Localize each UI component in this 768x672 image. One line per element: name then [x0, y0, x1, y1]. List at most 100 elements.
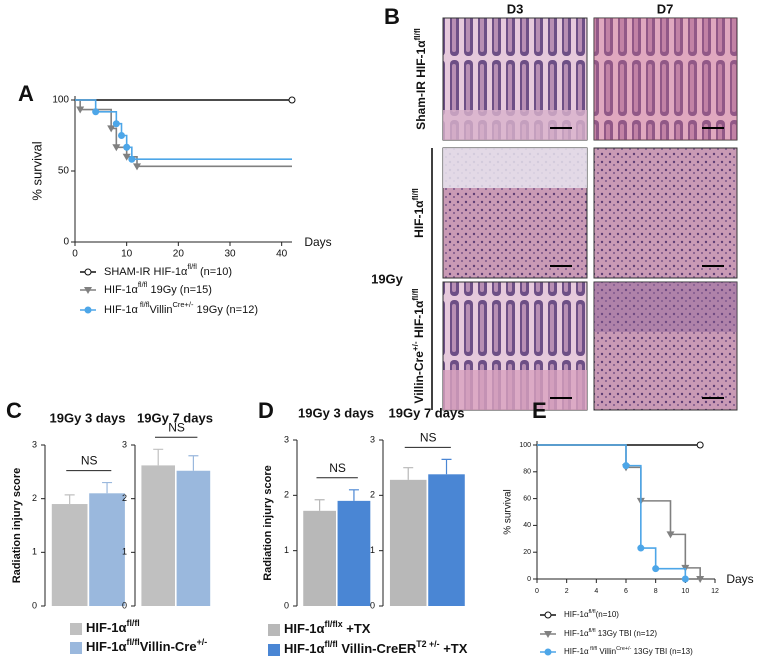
- legend-marker: [84, 287, 92, 294]
- row-label: Sham-IR HIF-1αfl/fl: [413, 28, 429, 130]
- error-bar: [188, 455, 199, 471]
- marker: [107, 125, 116, 133]
- histology-image: [594, 282, 737, 332]
- x-tick-label: 10: [681, 588, 689, 595]
- legend-marker: [544, 611, 552, 619]
- x-tick-label: 20: [173, 249, 185, 260]
- marker: [637, 544, 645, 552]
- legend-swatch: [268, 644, 280, 656]
- y-tick-label: 20: [523, 549, 531, 556]
- bar: [51, 504, 88, 606]
- x-tick-label: 10: [121, 249, 133, 260]
- subplot-title: 19Gy 3 days: [298, 405, 374, 420]
- y-tick-label: 0: [284, 600, 289, 610]
- bar: [303, 510, 336, 606]
- panel-label: B: [384, 4, 400, 29]
- y-tick-label: 1: [370, 545, 375, 555]
- legend-label: SHAM-IR HIF-1αfl/fl (n=10): [104, 262, 232, 277]
- survival-curve: [537, 444, 687, 579]
- x-tick-label: 6: [624, 588, 628, 595]
- bar: [428, 474, 465, 606]
- bar: [389, 479, 427, 606]
- legend-label: HIF-1αfl/fl 19Gy (n=15): [104, 280, 212, 295]
- marker: [652, 565, 660, 573]
- y-tick-label: 2: [370, 490, 375, 500]
- subplot-title: 19Gy 7 days: [389, 405, 465, 420]
- y-tick-label: 0: [63, 237, 69, 248]
- y-tick-label: 100: [519, 442, 531, 449]
- histology-images: [431, 17, 738, 411]
- error-bar: [348, 489, 359, 501]
- legend-label: HIF-1αfl/fl: [86, 618, 140, 635]
- panel-label: A: [18, 81, 34, 106]
- group-label: 19Gy: [371, 271, 404, 286]
- y-axis-label: Radiation injury score: [262, 465, 274, 581]
- legend-swatch: [268, 624, 280, 636]
- annotation: NS: [81, 454, 98, 468]
- y-axis-label: % survival: [503, 489, 514, 535]
- column-label: D7: [657, 1, 674, 16]
- annotation: NS: [329, 461, 346, 475]
- marker: [112, 144, 121, 152]
- survival-curve: [75, 99, 292, 168]
- y-tick-label: 2: [122, 493, 127, 503]
- panel-label: C: [6, 398, 22, 423]
- column-label: D3: [507, 1, 524, 16]
- marker: [696, 441, 704, 449]
- histology-image: [443, 370, 587, 410]
- marker: [128, 155, 136, 163]
- x-tick-label: 4: [594, 588, 598, 595]
- marker: [696, 576, 705, 583]
- legend-marker: [84, 268, 92, 276]
- legend-label: HIF-1αfl/flx +TX: [284, 619, 371, 636]
- marker: [123, 143, 131, 151]
- y-axis-label: % survival: [29, 141, 44, 200]
- error-bar: [102, 481, 113, 494]
- subplot-title: 19Gy 3 days: [50, 410, 126, 425]
- annotation: NS: [420, 431, 437, 445]
- subplot-title: 19Gy 7 days: [137, 410, 213, 425]
- marker: [122, 153, 131, 161]
- marker: [622, 462, 630, 470]
- histology-image: [443, 148, 587, 188]
- marker: [681, 575, 689, 583]
- y-tick-label: 1: [122, 547, 127, 557]
- y-tick-label: 0: [122, 600, 127, 610]
- error-bar: [314, 499, 325, 511]
- y-tick-label: 2: [32, 493, 37, 503]
- x-tick-label: 0: [72, 249, 78, 260]
- y-tick-label: 3: [122, 439, 127, 449]
- bar: [176, 470, 211, 606]
- x-tick-label: 30: [224, 249, 236, 260]
- error-bar: [441, 458, 452, 475]
- y-tick-label: 2: [284, 490, 289, 500]
- legend-label: HIF-1αfl/fl(n=10): [564, 609, 619, 619]
- legend-label: HIF-1α fl/flVillinCre+/- 19Gy (n=12): [104, 300, 258, 315]
- y-tick-label: 3: [370, 434, 375, 444]
- y-axis-label: Radiation injury score: [11, 468, 23, 584]
- y-tick-label: 1: [32, 547, 37, 557]
- y-tick-label: 3: [32, 439, 37, 449]
- x-tick-label: 12: [711, 588, 719, 595]
- legend-swatch: [70, 623, 82, 635]
- legend-label: HIF-1αfl/flVillin-Cre+/-: [86, 637, 207, 654]
- legend-swatch: [70, 642, 82, 654]
- bar: [141, 465, 175, 606]
- y-tick-label: 1: [284, 545, 289, 555]
- legend-marker: [544, 648, 552, 656]
- x-axis-label: Days: [726, 572, 753, 586]
- x-tick-label: 8: [654, 588, 658, 595]
- marker: [76, 106, 85, 114]
- y-tick-label: 3: [284, 434, 289, 444]
- legend-marker: [84, 306, 92, 314]
- x-tick-label: 40: [276, 249, 288, 260]
- y-tick-label: 80: [523, 469, 531, 476]
- histology-image: [593, 17, 738, 141]
- histology-image: [593, 147, 738, 279]
- y-tick-label: 60: [523, 495, 531, 502]
- survival-curve: [537, 444, 701, 579]
- y-tick-label: 50: [58, 166, 70, 177]
- row-label: Villin-Cre+/- HIF-1αfl/fl: [411, 288, 427, 403]
- x-tick-label: 2: [565, 588, 569, 595]
